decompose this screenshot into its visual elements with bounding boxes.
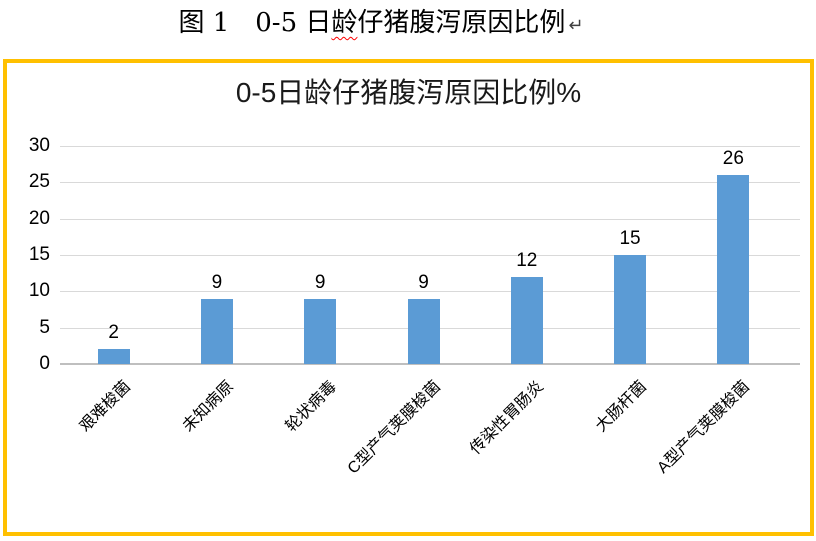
gridline bbox=[60, 218, 800, 220]
gridline bbox=[60, 255, 800, 256]
category-label: A型产气荚膜梭菌 bbox=[654, 378, 754, 477]
y-tick-label: 20 bbox=[28, 207, 50, 229]
chart-title: 0-5日龄仔猪腹泻原因比例% bbox=[235, 77, 582, 108]
document-title-spellcheck-word: 龄 bbox=[331, 8, 358, 38]
bar bbox=[200, 298, 233, 364]
paragraph-return-mark: ↵ bbox=[568, 15, 584, 35]
bar bbox=[407, 298, 440, 364]
bar-value-label: 9 bbox=[314, 271, 326, 293]
bar-value-label: 26 bbox=[722, 148, 744, 170]
bar bbox=[304, 298, 337, 364]
document-title-prefix: 图 1 0-5 日 bbox=[178, 8, 332, 38]
bar-value-label: 15 bbox=[619, 228, 641, 249]
y-tick-label: 0 bbox=[39, 353, 50, 374]
y-tick-label: 10 bbox=[28, 280, 50, 302]
bar-value-label: 9 bbox=[418, 271, 429, 293]
bar-value-label: 2 bbox=[108, 322, 119, 344]
document-title: 图 1 0-5 日龄仔猪腹泻原因比例 ↵ bbox=[0, 4, 762, 42]
y-tick-label: 30 bbox=[28, 135, 50, 156]
bar bbox=[614, 255, 647, 364]
bar-value-label: 12 bbox=[516, 249, 538, 271]
bar bbox=[97, 349, 130, 364]
gridline bbox=[60, 291, 800, 293]
bar bbox=[510, 276, 543, 364]
x-axis-line bbox=[60, 363, 800, 365]
document-title-suffix: 仔猪腹泻原因比例 bbox=[357, 8, 566, 38]
y-tick-label: 25 bbox=[28, 171, 50, 193]
chart-frame: 0-5日龄仔猪腹泻原因比例% 0 5 10 15 20 25 30 2 艰难梭菌 9 未知病原 9 轮状… bbox=[3, 59, 814, 536]
y-tick-label: 15 bbox=[28, 244, 50, 265]
y-tick-label: 5 bbox=[39, 316, 50, 338]
gridline bbox=[60, 146, 800, 147]
bar-value-label: 9 bbox=[211, 271, 223, 293]
gridline bbox=[60, 182, 800, 184]
plot-area: 0 5 10 15 20 25 30 2 艰难梭菌 9 未知病原 9 轮状病毒 9 C型产气荚膜梭菌 12 传染… bbox=[29, 135, 800, 477]
bar bbox=[717, 175, 750, 364]
category-label: 艰难梭菌 bbox=[76, 378, 134, 436]
